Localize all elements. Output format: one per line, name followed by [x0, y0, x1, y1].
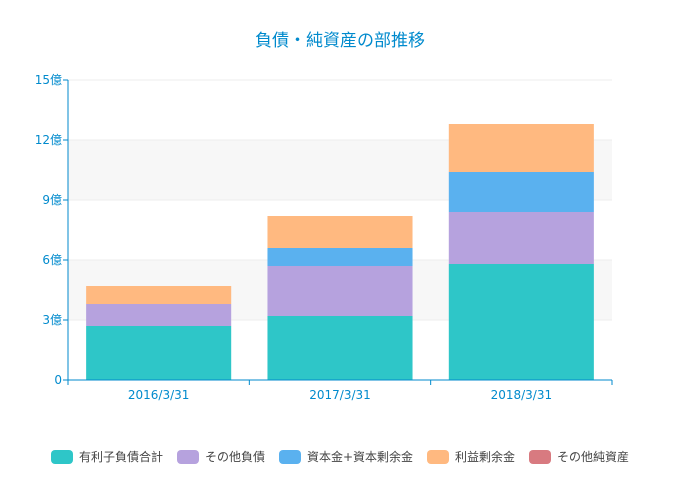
legend-label: その他負債 — [204, 450, 265, 464]
bars — [86, 124, 594, 380]
bar-segment[interactable] — [448, 212, 594, 264]
bar-segment[interactable] — [267, 316, 413, 380]
legend-swatch — [50, 449, 73, 464]
x-tick-label: 2017/3/31 — [309, 388, 371, 402]
legend-swatch — [427, 449, 450, 464]
legend-item[interactable]: 資本金+資本剰余金 — [278, 448, 414, 465]
legend-label: その他純資産 — [557, 450, 630, 464]
x-tick-label: 2018/3/31 — [491, 388, 553, 402]
legend-item[interactable]: その他純資産 — [529, 448, 629, 465]
legend-label: 利益剰余金 — [455, 450, 516, 464]
y-tick-label: 0 — [54, 373, 62, 387]
legend-item[interactable]: 利益剰余金 — [427, 448, 515, 465]
bar-segment[interactable] — [86, 326, 232, 380]
legend-item[interactable]: 有利子負債合計 — [50, 448, 163, 465]
axes: 0 3億 6億 9億 12億 15億 2016/3/31 2017/3/31 2018/3/31 — [35, 73, 613, 402]
legend-swatch — [176, 449, 199, 464]
y-tick-label: 15億 — [35, 73, 62, 87]
bar-segment[interactable] — [86, 304, 232, 326]
bar-segment[interactable] — [448, 124, 594, 172]
legend-swatch — [278, 449, 301, 464]
legend-label: 有利子負債合計 — [78, 450, 163, 464]
y-tick-label: 9億 — [42, 193, 62, 207]
y-tick-label: 12億 — [35, 133, 62, 147]
bar-segment[interactable] — [448, 172, 594, 212]
bar-segment[interactable] — [267, 216, 413, 248]
bar-segment[interactable] — [86, 286, 232, 304]
x-tick-label: 2016/3/31 — [128, 388, 190, 402]
legend-swatch — [529, 449, 552, 464]
bar-segment[interactable] — [267, 248, 413, 266]
y-tick-label: 3億 — [42, 313, 62, 327]
legend: 有利子負債合計 その他負債 資本金+資本剰余金 利益剰余金 その他純資産 — [0, 448, 680, 465]
legend-item[interactable]: その他負債 — [176, 448, 265, 465]
legend-label: 資本金+資本剰余金 — [306, 450, 414, 464]
y-tick-label: 6億 — [42, 253, 62, 267]
bar-segment[interactable] — [448, 264, 594, 380]
bar-segment[interactable] — [267, 266, 413, 316]
chart-title: 負債・純資産の部推移 — [255, 31, 425, 51]
